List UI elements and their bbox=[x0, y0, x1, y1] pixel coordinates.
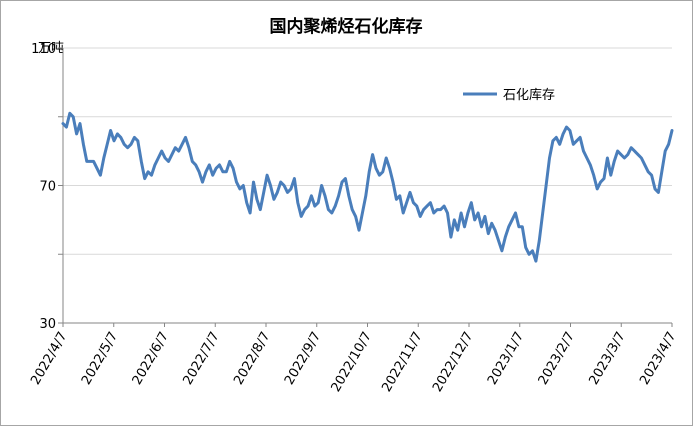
legend-label: 石化库存 bbox=[503, 87, 555, 103]
series-line bbox=[61, 111, 674, 263]
grid bbox=[63, 47, 672, 255]
axes bbox=[58, 47, 673, 327]
x-tick-label: 2022/11/7 bbox=[379, 330, 425, 395]
y-tick-label: 110 bbox=[31, 42, 56, 57]
x-tick-label: 2022/12/7 bbox=[430, 330, 476, 395]
x-tick-label: 2022/7/7 bbox=[181, 330, 223, 388]
x-tick-label: 2022/8/7 bbox=[231, 330, 273, 388]
chart-title: 国内聚烯烃石化库存 bbox=[270, 16, 423, 37]
x-tick-label: 2023/1/7 bbox=[485, 330, 527, 388]
y-tick-label: 30 bbox=[39, 317, 56, 332]
x-tick-label: 2022/9/7 bbox=[282, 330, 324, 388]
x-tick-labels: 2022/4/7 2022/5/7 2022/6/7 2022/7/7 2022/8/7… bbox=[28, 330, 679, 395]
x-tick-label: 2022/6/7 bbox=[130, 330, 172, 388]
x-tick-label: 2023/4/7 bbox=[637, 330, 679, 388]
x-tick-label: 2022/4/7 bbox=[28, 330, 70, 388]
legend: 石化库存 bbox=[463, 87, 555, 103]
y-tick-label: 70 bbox=[39, 180, 56, 195]
x-tick-label: 2023/2/7 bbox=[536, 330, 578, 388]
x-tick-label: 2022/5/7 bbox=[79, 330, 121, 388]
x-tick-label: 2023/3/7 bbox=[587, 330, 629, 388]
series-layer bbox=[61, 111, 674, 263]
y-axis-label: 万吨 bbox=[38, 41, 64, 56]
x-tick-label: 2022/10/7 bbox=[329, 330, 375, 395]
y-tick-labels: 30 70 110 bbox=[31, 42, 56, 332]
